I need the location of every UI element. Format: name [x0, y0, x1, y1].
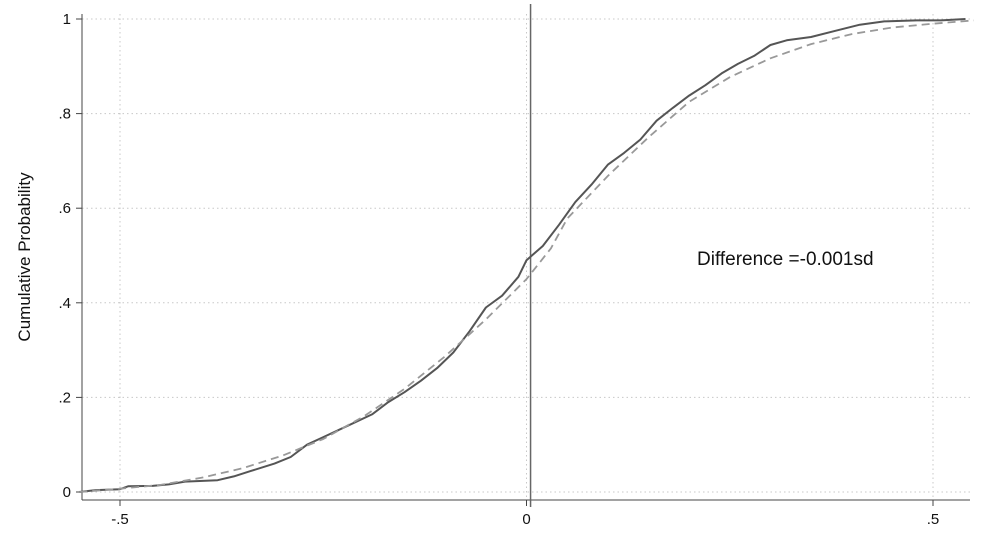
- x-tick-label: -.5: [111, 511, 129, 528]
- y-tick-label: 1: [63, 11, 71, 28]
- y-tick-label: .4: [58, 295, 71, 312]
- y-tick-label: .6: [58, 200, 71, 217]
- x-tick-label: 0: [522, 511, 530, 528]
- series-lines: [79, 18, 974, 493]
- y-tick-label: 0: [63, 484, 71, 501]
- dashed-series-line: [79, 19, 974, 493]
- y-axis-title: Cumulative Probability: [15, 172, 34, 342]
- difference-annotation: Difference =-0.001sd: [697, 249, 874, 270]
- gridlines: [82, 14, 970, 500]
- x-tick-label: .5: [927, 511, 940, 528]
- y-tick-label: .2: [58, 389, 71, 406]
- axis-ticks: 0 .2 .4 .6 .8 1 -.5 0 .5: [58, 11, 939, 528]
- solid-series-line: [79, 18, 966, 493]
- y-tick-label: .8: [58, 106, 71, 123]
